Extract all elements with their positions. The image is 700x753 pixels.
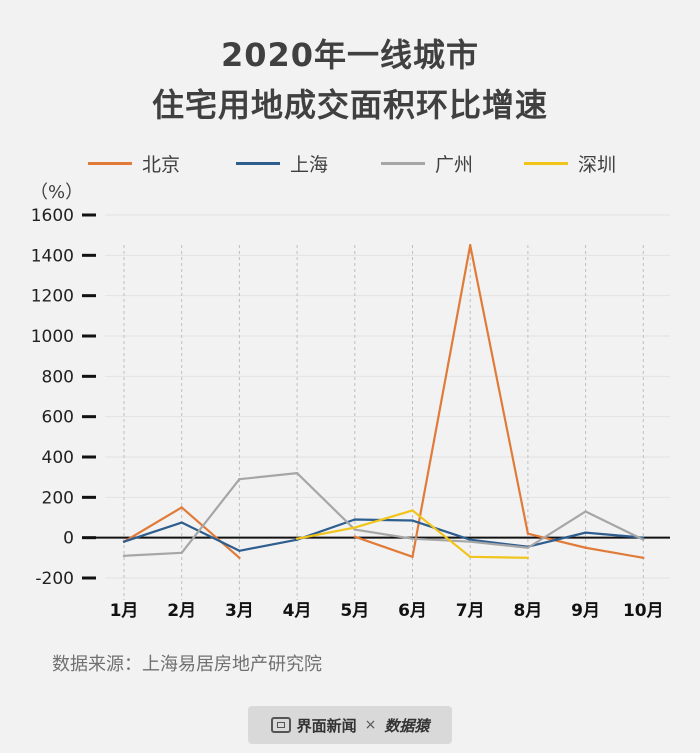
series-line-0: [355, 245, 644, 558]
data-point: [354, 535, 356, 537]
data-point: [469, 244, 471, 246]
footer-badge: 界面新闻 × 数据猿: [248, 706, 452, 744]
x-tick-label: 8月: [513, 601, 542, 621]
data-point: [642, 538, 644, 540]
y-tick-label: 1600: [31, 206, 74, 226]
brand-logo-icon: [271, 717, 291, 733]
data-point: [469, 556, 471, 558]
x-tick-label: 2月: [167, 601, 196, 621]
data-point: [238, 557, 240, 559]
data-point: [354, 526, 356, 528]
data-point: [527, 547, 529, 549]
brand-name: 界面新闻: [297, 715, 357, 736]
data-point: [411, 537, 413, 539]
data-point: [584, 547, 586, 549]
y-tick-label: 800: [42, 367, 74, 387]
x-tick-label: 6月: [398, 601, 427, 621]
x-tick-label: 4月: [283, 601, 312, 621]
data-point: [238, 550, 240, 552]
data-point: [123, 541, 125, 543]
series-line-0: [124, 507, 239, 557]
x-tick-label: 3月: [225, 601, 254, 621]
partner-logo: 数据猿: [384, 715, 429, 736]
x-tick-label: 5月: [340, 601, 369, 621]
data-point: [181, 521, 183, 523]
data-point: [181, 506, 183, 508]
data-point: [411, 519, 413, 521]
data-point: [354, 518, 356, 520]
x-tick-label: 10月: [623, 601, 664, 621]
data-point: [584, 510, 586, 512]
y-tick-label: 1400: [31, 246, 74, 266]
separator: ×: [365, 717, 377, 733]
y-tick-label: 200: [42, 488, 74, 508]
data-point: [411, 509, 413, 511]
y-tick-label: -200: [35, 569, 74, 589]
data-point: [123, 555, 125, 557]
x-tick-label: 7月: [456, 601, 485, 621]
data-point: [296, 472, 298, 474]
data-point: [584, 531, 586, 533]
y-tick-label: 600: [42, 408, 74, 428]
data-point: [469, 541, 471, 543]
data-point: [527, 557, 529, 559]
y-tick-label: 1000: [31, 327, 74, 347]
y-tick-label: 400: [42, 448, 74, 468]
data-point: [296, 537, 298, 539]
x-tick-label: 9月: [571, 601, 600, 621]
data-point: [642, 557, 644, 559]
y-tick-label: 0: [63, 529, 74, 549]
y-tick-label: 1200: [31, 287, 74, 307]
source-note: 数据来源：上海易居房地产研究院: [52, 650, 322, 676]
x-tick-label: 1月: [110, 601, 139, 621]
data-point: [411, 556, 413, 558]
data-point: [527, 532, 529, 534]
data-point: [238, 478, 240, 480]
data-point: [181, 552, 183, 554]
